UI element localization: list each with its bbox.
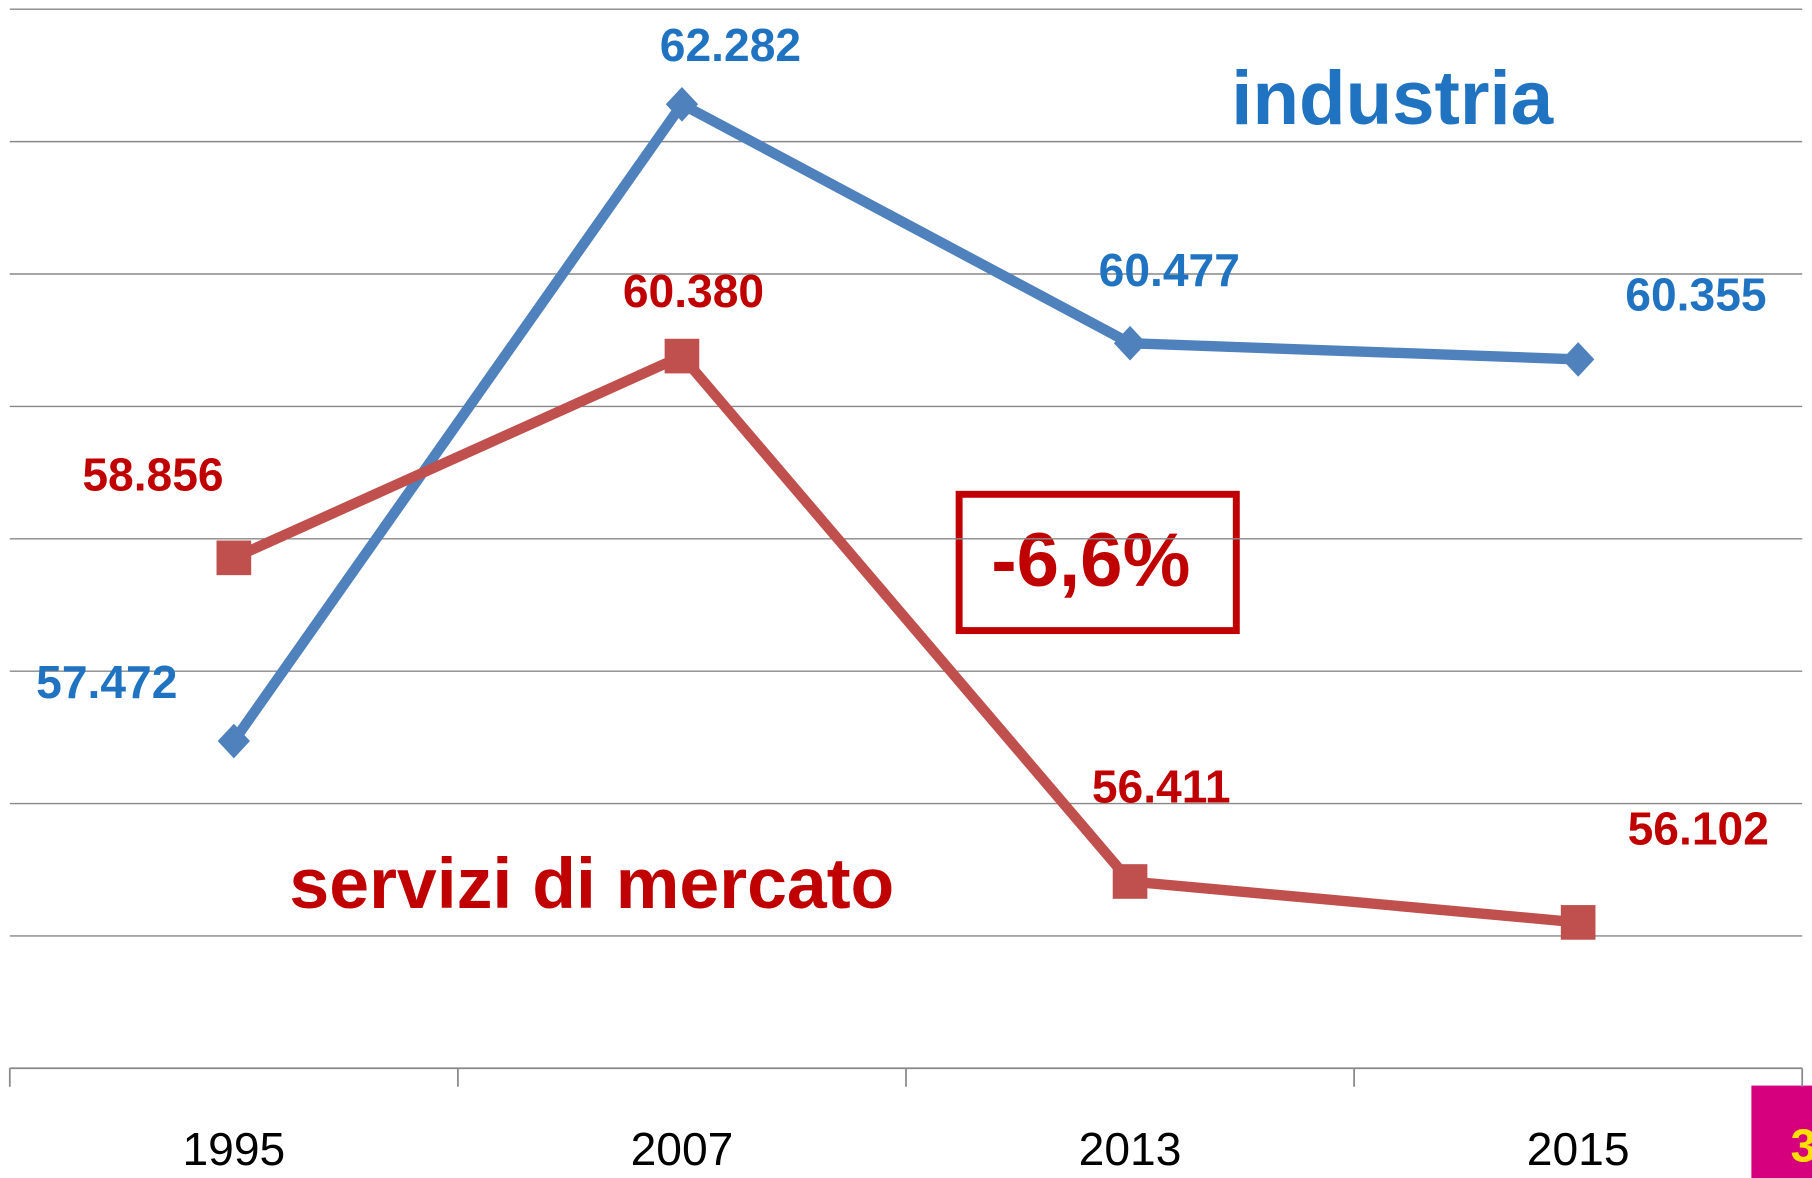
data-label: 58.856 [82,448,223,500]
data-label: 60.380 [623,265,764,317]
x-tick-label: 2007 [631,1123,734,1175]
x-tick-label: 1995 [182,1123,285,1175]
legend-label: industria [1231,56,1553,141]
marker [216,540,252,576]
series-line [231,350,1579,928]
data-label: 60.355 [1625,268,1766,320]
marker [1561,342,1595,377]
series-line [229,99,1579,745]
page-number-box [1751,1085,1812,1178]
annotation-box [955,490,1240,635]
page-number: 3 [1791,1119,1812,1171]
marker [1113,325,1147,361]
data-label: 60.477 [1099,244,1240,296]
data-label: 56.102 [1628,803,1769,855]
x-tick-label: 2015 [1527,1123,1630,1175]
data-label: 56.411 [1092,760,1231,812]
data-label: 62.282 [660,19,801,71]
annotation: -6,6% [991,518,1190,603]
marker [1560,905,1596,940]
marker [217,723,251,759]
marker [1112,864,1148,899]
marker [665,86,699,122]
marker [664,338,700,374]
x-tick-label: 2013 [1079,1123,1182,1175]
data-label: 57.472 [36,656,177,708]
legend-label: servizi di mercato [289,844,894,924]
